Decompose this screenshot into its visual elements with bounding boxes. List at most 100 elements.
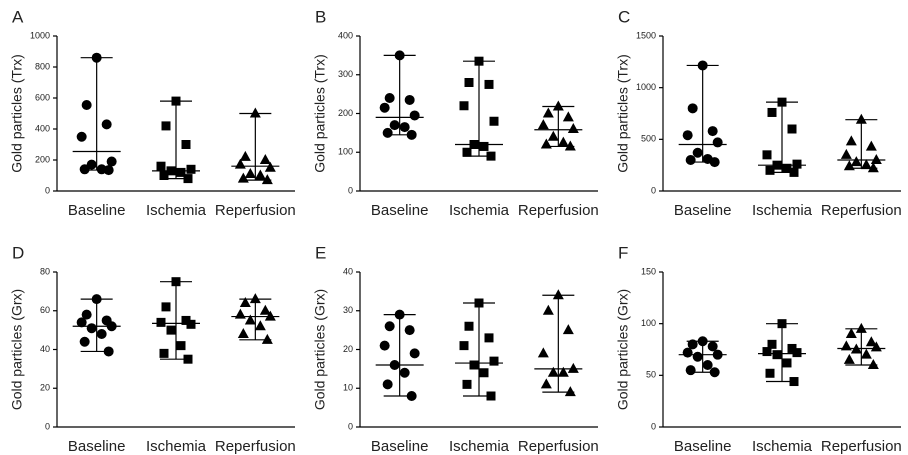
point	[237, 172, 249, 183]
y-tick-label: 0	[348, 185, 353, 195]
point	[489, 116, 499, 126]
point	[542, 304, 554, 315]
x-tick-label: Baseline	[371, 438, 429, 455]
point	[261, 174, 273, 185]
point	[409, 348, 420, 359]
point	[156, 317, 166, 327]
y-axis-label: Gold particles (Grx)	[9, 289, 25, 410]
point	[161, 302, 171, 312]
point	[237, 328, 249, 338]
point	[767, 339, 777, 349]
point	[171, 96, 181, 106]
point	[792, 159, 802, 169]
x-tick-label: Baseline	[371, 202, 429, 219]
point	[254, 169, 266, 180]
point	[106, 321, 117, 332]
point	[547, 130, 559, 141]
point	[789, 167, 799, 177]
x-tick-label: Baseline	[68, 202, 126, 219]
point	[479, 141, 489, 151]
point	[171, 277, 181, 287]
point	[379, 102, 390, 113]
point	[81, 309, 92, 320]
point	[787, 343, 797, 353]
point	[712, 137, 723, 148]
point	[547, 366, 559, 377]
point	[850, 343, 862, 354]
point	[855, 113, 867, 124]
point	[484, 79, 494, 89]
point	[540, 378, 552, 389]
point	[697, 60, 708, 71]
point	[382, 379, 393, 390]
x-tick-label: Baseline	[674, 202, 732, 219]
point	[464, 78, 474, 87]
point	[789, 377, 799, 387]
y-axis-label: Gold particles (Grx)	[615, 289, 631, 410]
y-axis-label: Gold particles (Trx)	[9, 54, 25, 173]
point	[264, 310, 276, 321]
point	[567, 123, 579, 133]
y-tick-label: 1000	[636, 82, 656, 92]
point	[176, 341, 186, 351]
y-tick-label: 0	[348, 421, 353, 431]
point	[259, 154, 271, 164]
panel-label: B	[315, 7, 326, 26]
y-axis-label: Gold particles (Trx)	[615, 54, 631, 173]
panel-label: D	[12, 243, 24, 262]
panel-label: E	[315, 243, 326, 262]
point	[76, 131, 87, 142]
y-axis-label: Gold particles (Trx)	[312, 54, 328, 173]
point	[96, 329, 107, 339]
point	[870, 154, 882, 164]
y-axis-label: Gold particles (Grx)	[312, 289, 328, 410]
point	[249, 107, 261, 118]
point	[384, 93, 395, 103]
point	[399, 122, 410, 133]
point	[865, 140, 877, 151]
point	[777, 319, 787, 329]
point	[159, 171, 169, 180]
point	[765, 165, 775, 175]
point	[772, 160, 782, 170]
y-tick-label: 150	[641, 266, 656, 276]
y-tick-label: 600	[35, 92, 50, 102]
point	[462, 147, 472, 157]
x-tick-label: Reperfusion	[518, 438, 599, 455]
point	[244, 314, 256, 325]
point	[782, 358, 792, 368]
point	[712, 349, 723, 360]
point	[79, 164, 90, 175]
point	[787, 124, 797, 134]
point	[709, 157, 720, 168]
x-tick-label: Ischemia	[146, 202, 207, 219]
point	[540, 138, 552, 149]
x-tick-label: Ischemia	[752, 202, 813, 219]
point	[384, 321, 395, 332]
y-tick-label: 0	[45, 421, 50, 431]
point	[382, 127, 393, 138]
y-tick-label: 50	[646, 370, 656, 380]
x-tick-label: Ischemia	[449, 438, 510, 455]
x-tick-label: Reperfusion	[821, 438, 902, 455]
point	[159, 348, 169, 358]
point	[564, 140, 576, 151]
point	[91, 294, 102, 305]
point	[792, 348, 802, 358]
y-tick-label: 200	[35, 154, 50, 164]
y-tick-label: 200	[338, 108, 353, 118]
x-tick-label: Reperfusion	[215, 202, 296, 219]
point	[870, 341, 882, 352]
point	[79, 336, 90, 347]
y-tick-label: 20	[343, 344, 353, 354]
x-tick-label: Ischemia	[146, 438, 207, 455]
point	[183, 174, 193, 184]
point	[91, 52, 102, 63]
point	[843, 160, 855, 171]
point	[244, 167, 256, 178]
point	[264, 161, 276, 172]
point	[459, 101, 469, 111]
y-tick-label: 300	[338, 69, 353, 79]
point	[843, 353, 855, 364]
